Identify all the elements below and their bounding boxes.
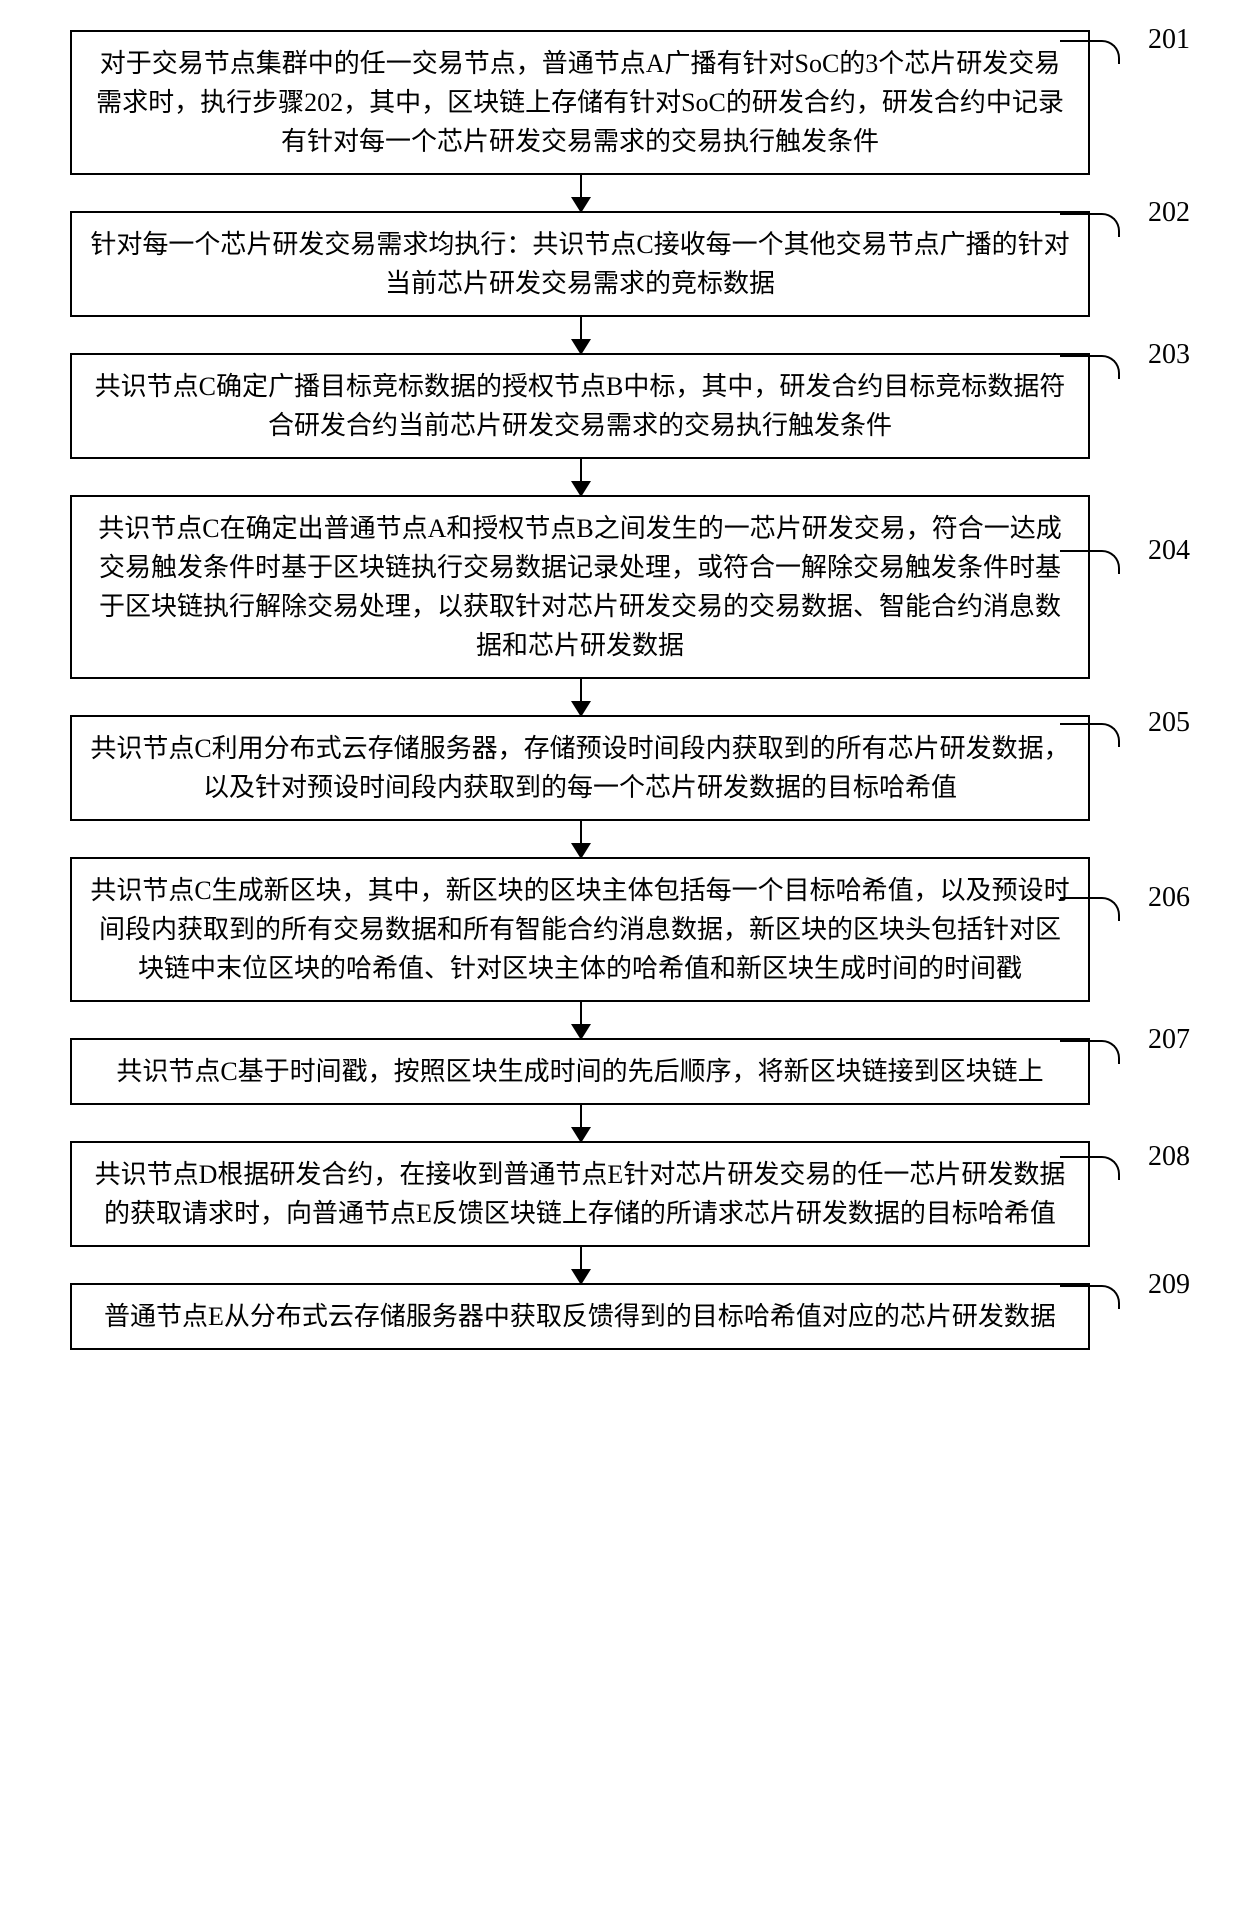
step-label-207: 207 [1148, 1024, 1190, 1056]
arrow-icon [580, 821, 582, 857]
step-text: 普通节点E从分布式云存储服务器中获取反馈得到的目标哈希值对应的芯片研发数据 [104, 1302, 1056, 1331]
step-text: 共识节点C基于时间戳，按照区块生成时间的先后顺序，将新区块链接到区块链上 [116, 1057, 1043, 1086]
step-row-203: 共识节点C确定广播目标竞标数据的授权节点B中标，其中，研发合约目标竞标数据符合研… [20, 353, 1220, 459]
step-label-203: 203 [1148, 339, 1190, 371]
step-row-201: 对于交易节点集群中的任一交易节点，普通节点A广播有针对SoC的3个芯片研发交易需… [20, 30, 1220, 175]
step-label-201: 201 [1148, 24, 1190, 56]
step-text: 针对每一个芯片研发交易需求均执行：共识节点C接收每一个其他交易节点广播的针对当前… [90, 230, 1069, 298]
step-row-205: 共识节点C利用分布式云存储服务器，存储预设时间段内获取到的所有芯片研发数据，以及… [20, 715, 1220, 821]
step-row-206: 共识节点C生成新区块，其中，新区块的区块主体包括每一个目标哈希值，以及预设时间段… [20, 857, 1220, 1002]
arrow-icon [580, 679, 582, 715]
arrow-icon [580, 1247, 582, 1283]
arrow-wrapper [20, 679, 1220, 715]
label-connector [1060, 213, 1120, 237]
step-row-207: 共识节点C基于时间戳，按照区块生成时间的先后顺序，将新区块链接到区块链上 207 [20, 1038, 1220, 1105]
step-row-208: 共识节点D根据研发合约，在接收到普通节点E针对芯片研发交易的任一芯片研发数据的获… [20, 1141, 1220, 1247]
step-label-205: 205 [1148, 707, 1190, 739]
label-connector [1060, 1156, 1120, 1180]
step-text: 对于交易节点集群中的任一交易节点，普通节点A广播有针对SoC的3个芯片研发交易需… [96, 49, 1064, 156]
label-connector [1060, 1285, 1120, 1309]
step-text: 共识节点C确定广播目标竞标数据的授权节点B中标，其中，研发合约目标竞标数据符合研… [95, 372, 1066, 440]
arrow-icon [580, 1105, 582, 1141]
label-connector [1060, 40, 1120, 64]
step-text: 共识节点C利用分布式云存储服务器，存储预设时间段内获取到的所有芯片研发数据，以及… [90, 734, 1069, 802]
arrow-icon [580, 317, 582, 353]
arrow-icon [580, 175, 582, 211]
step-label-208: 208 [1148, 1141, 1190, 1173]
label-connector [1060, 723, 1120, 747]
step-box-206: 共识节点C生成新区块，其中，新区块的区块主体包括每一个目标哈希值，以及预设时间段… [70, 857, 1090, 1002]
label-connector [1060, 355, 1120, 379]
flowchart-container: 对于交易节点集群中的任一交易节点，普通节点A广播有针对SoC的3个芯片研发交易需… [20, 30, 1220, 1350]
arrow-wrapper [20, 1105, 1220, 1141]
arrow-wrapper [20, 317, 1220, 353]
step-text: 共识节点C在确定出普通节点A和授权节点B之间发生的一芯片研发交易，符合一达成交易… [98, 514, 1061, 660]
step-row-209: 普通节点E从分布式云存储服务器中获取反馈得到的目标哈希值对应的芯片研发数据 20… [20, 1283, 1220, 1350]
step-box-208: 共识节点D根据研发合约，在接收到普通节点E针对芯片研发交易的任一芯片研发数据的获… [70, 1141, 1090, 1247]
step-text: 共识节点C生成新区块，其中，新区块的区块主体包括每一个目标哈希值，以及预设时间段… [90, 876, 1069, 983]
arrow-wrapper [20, 459, 1220, 495]
step-text: 共识节点D根据研发合约，在接收到普通节点E针对芯片研发交易的任一芯片研发数据的获… [95, 1160, 1066, 1228]
arrow-icon [580, 1002, 582, 1038]
step-box-203: 共识节点C确定广播目标竞标数据的授权节点B中标，其中，研发合约目标竞标数据符合研… [70, 353, 1090, 459]
step-label-206: 206 [1148, 882, 1190, 914]
step-label-202: 202 [1148, 197, 1190, 229]
arrow-wrapper [20, 1002, 1220, 1038]
step-box-209: 普通节点E从分布式云存储服务器中获取反馈得到的目标哈希值对应的芯片研发数据 [70, 1283, 1090, 1350]
label-connector [1060, 550, 1120, 574]
step-box-207: 共识节点C基于时间戳，按照区块生成时间的先后顺序，将新区块链接到区块链上 [70, 1038, 1090, 1105]
label-connector [1060, 897, 1120, 921]
arrow-icon [580, 459, 582, 495]
arrow-wrapper [20, 175, 1220, 211]
arrow-wrapper [20, 821, 1220, 857]
step-row-204: 共识节点C在确定出普通节点A和授权节点B之间发生的一芯片研发交易，符合一达成交易… [20, 495, 1220, 679]
step-box-205: 共识节点C利用分布式云存储服务器，存储预设时间段内获取到的所有芯片研发数据，以及… [70, 715, 1090, 821]
arrow-wrapper [20, 1247, 1220, 1283]
step-box-202: 针对每一个芯片研发交易需求均执行：共识节点C接收每一个其他交易节点广播的针对当前… [70, 211, 1090, 317]
step-row-202: 针对每一个芯片研发交易需求均执行：共识节点C接收每一个其他交易节点广播的针对当前… [20, 211, 1220, 317]
step-box-204: 共识节点C在确定出普通节点A和授权节点B之间发生的一芯片研发交易，符合一达成交易… [70, 495, 1090, 679]
step-box-201: 对于交易节点集群中的任一交易节点，普通节点A广播有针对SoC的3个芯片研发交易需… [70, 30, 1090, 175]
step-label-209: 209 [1148, 1269, 1190, 1301]
step-label-204: 204 [1148, 535, 1190, 567]
label-connector [1060, 1040, 1120, 1064]
